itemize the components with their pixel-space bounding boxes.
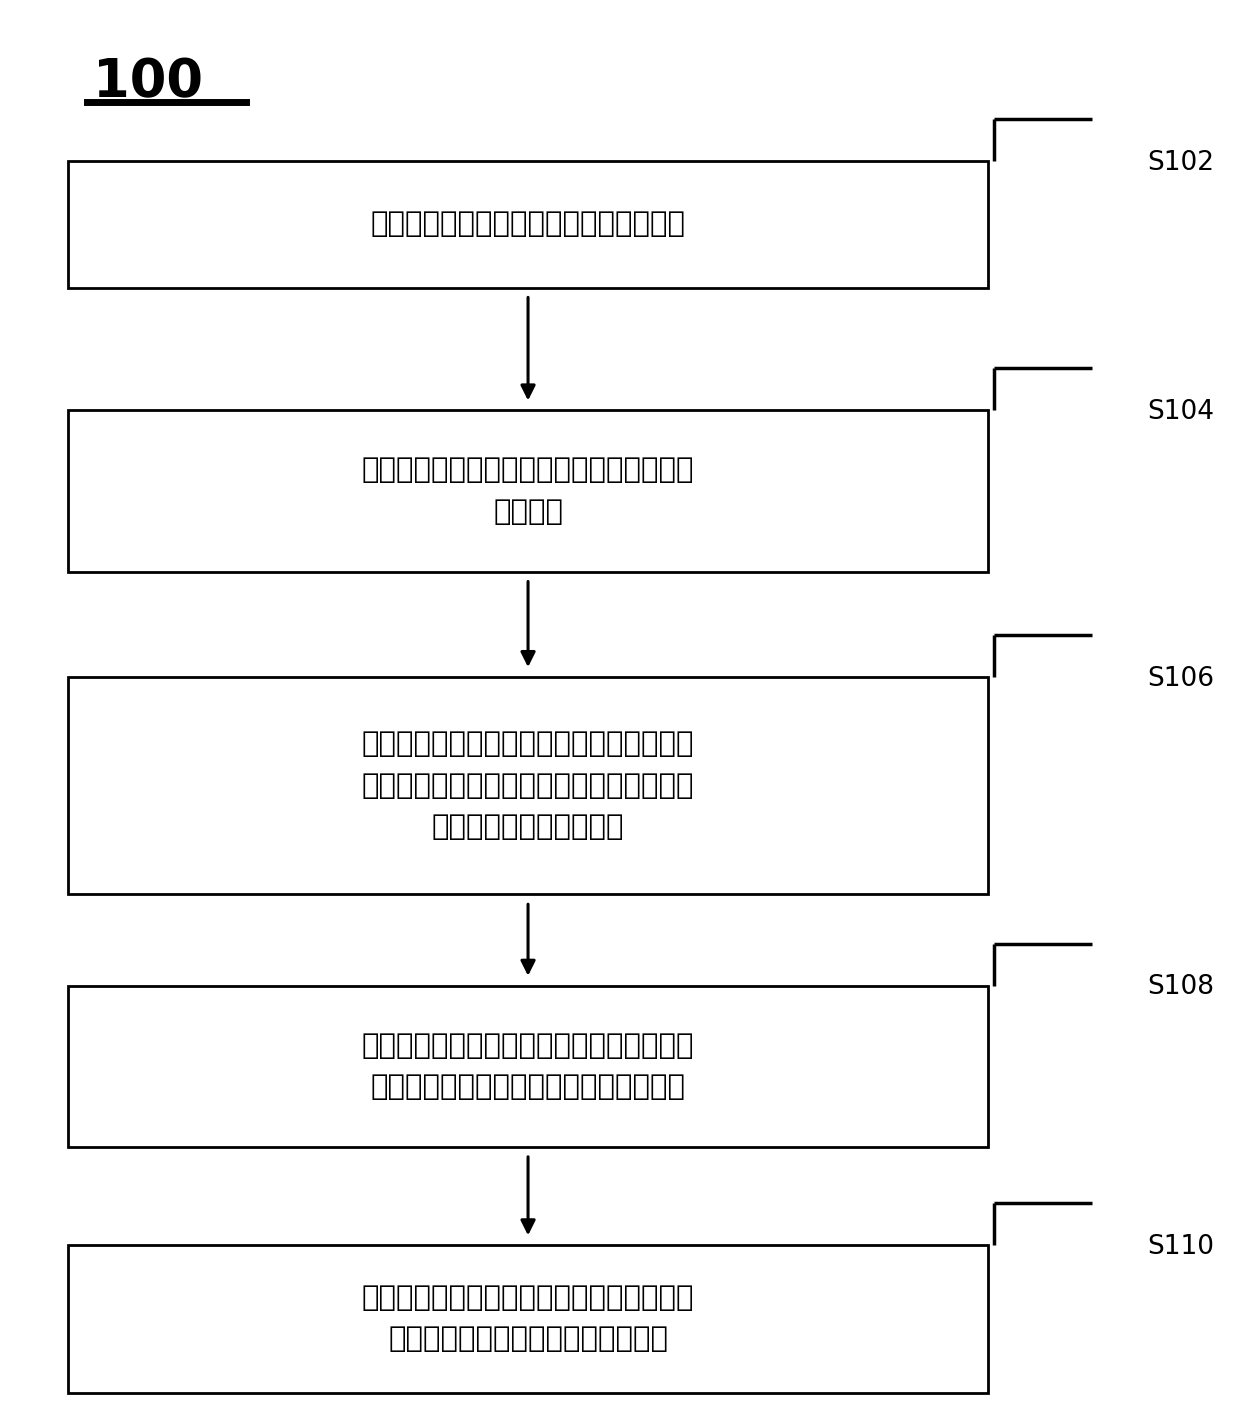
Bar — [68, 411, 988, 571]
Text: 根据所述功率调节参数确定参数可变的当前
功率公式: 根据所述功率调节参数确定参数可变的当前 功率公式 — [362, 456, 694, 526]
Text: 获取目标功率变化曲线以及功率调节参数: 获取目标功率变化曲线以及功率调节参数 — [371, 211, 686, 238]
Text: 根据所述电阻调节值和所述电压调节值调节
所述当前时段内所述埋弧电炉的功率: 根据所述电阻调节值和所述电压调节值调节 所述当前时段内所述埋弧电炉的功率 — [362, 1284, 694, 1353]
Text: S104: S104 — [1147, 400, 1214, 425]
Bar — [68, 986, 988, 1146]
Text: S102: S102 — [1147, 150, 1214, 176]
Text: S110: S110 — [1147, 1234, 1214, 1260]
Text: 根据所述目标功率变化曲线与所述当前功率
公式之差在当前调节时段内的最小值，确定
所述当前功率公式的参数: 根据所述目标功率变化曲线与所述当前功率 公式之差在当前调节时段内的最小值，确定 … — [362, 731, 694, 840]
Text: S106: S106 — [1147, 666, 1214, 691]
Bar — [68, 677, 988, 894]
Text: 100: 100 — [93, 57, 203, 108]
Bar — [68, 1246, 988, 1393]
Bar — [68, 162, 988, 288]
Text: S108: S108 — [1147, 975, 1214, 1000]
Text: 根据所述当前功率公式的参数确定在所述当
前调节时段内的电阻调节值和电压调节值: 根据所述当前功率公式的参数确定在所述当 前调节时段内的电阻调节值和电压调节值 — [362, 1032, 694, 1101]
